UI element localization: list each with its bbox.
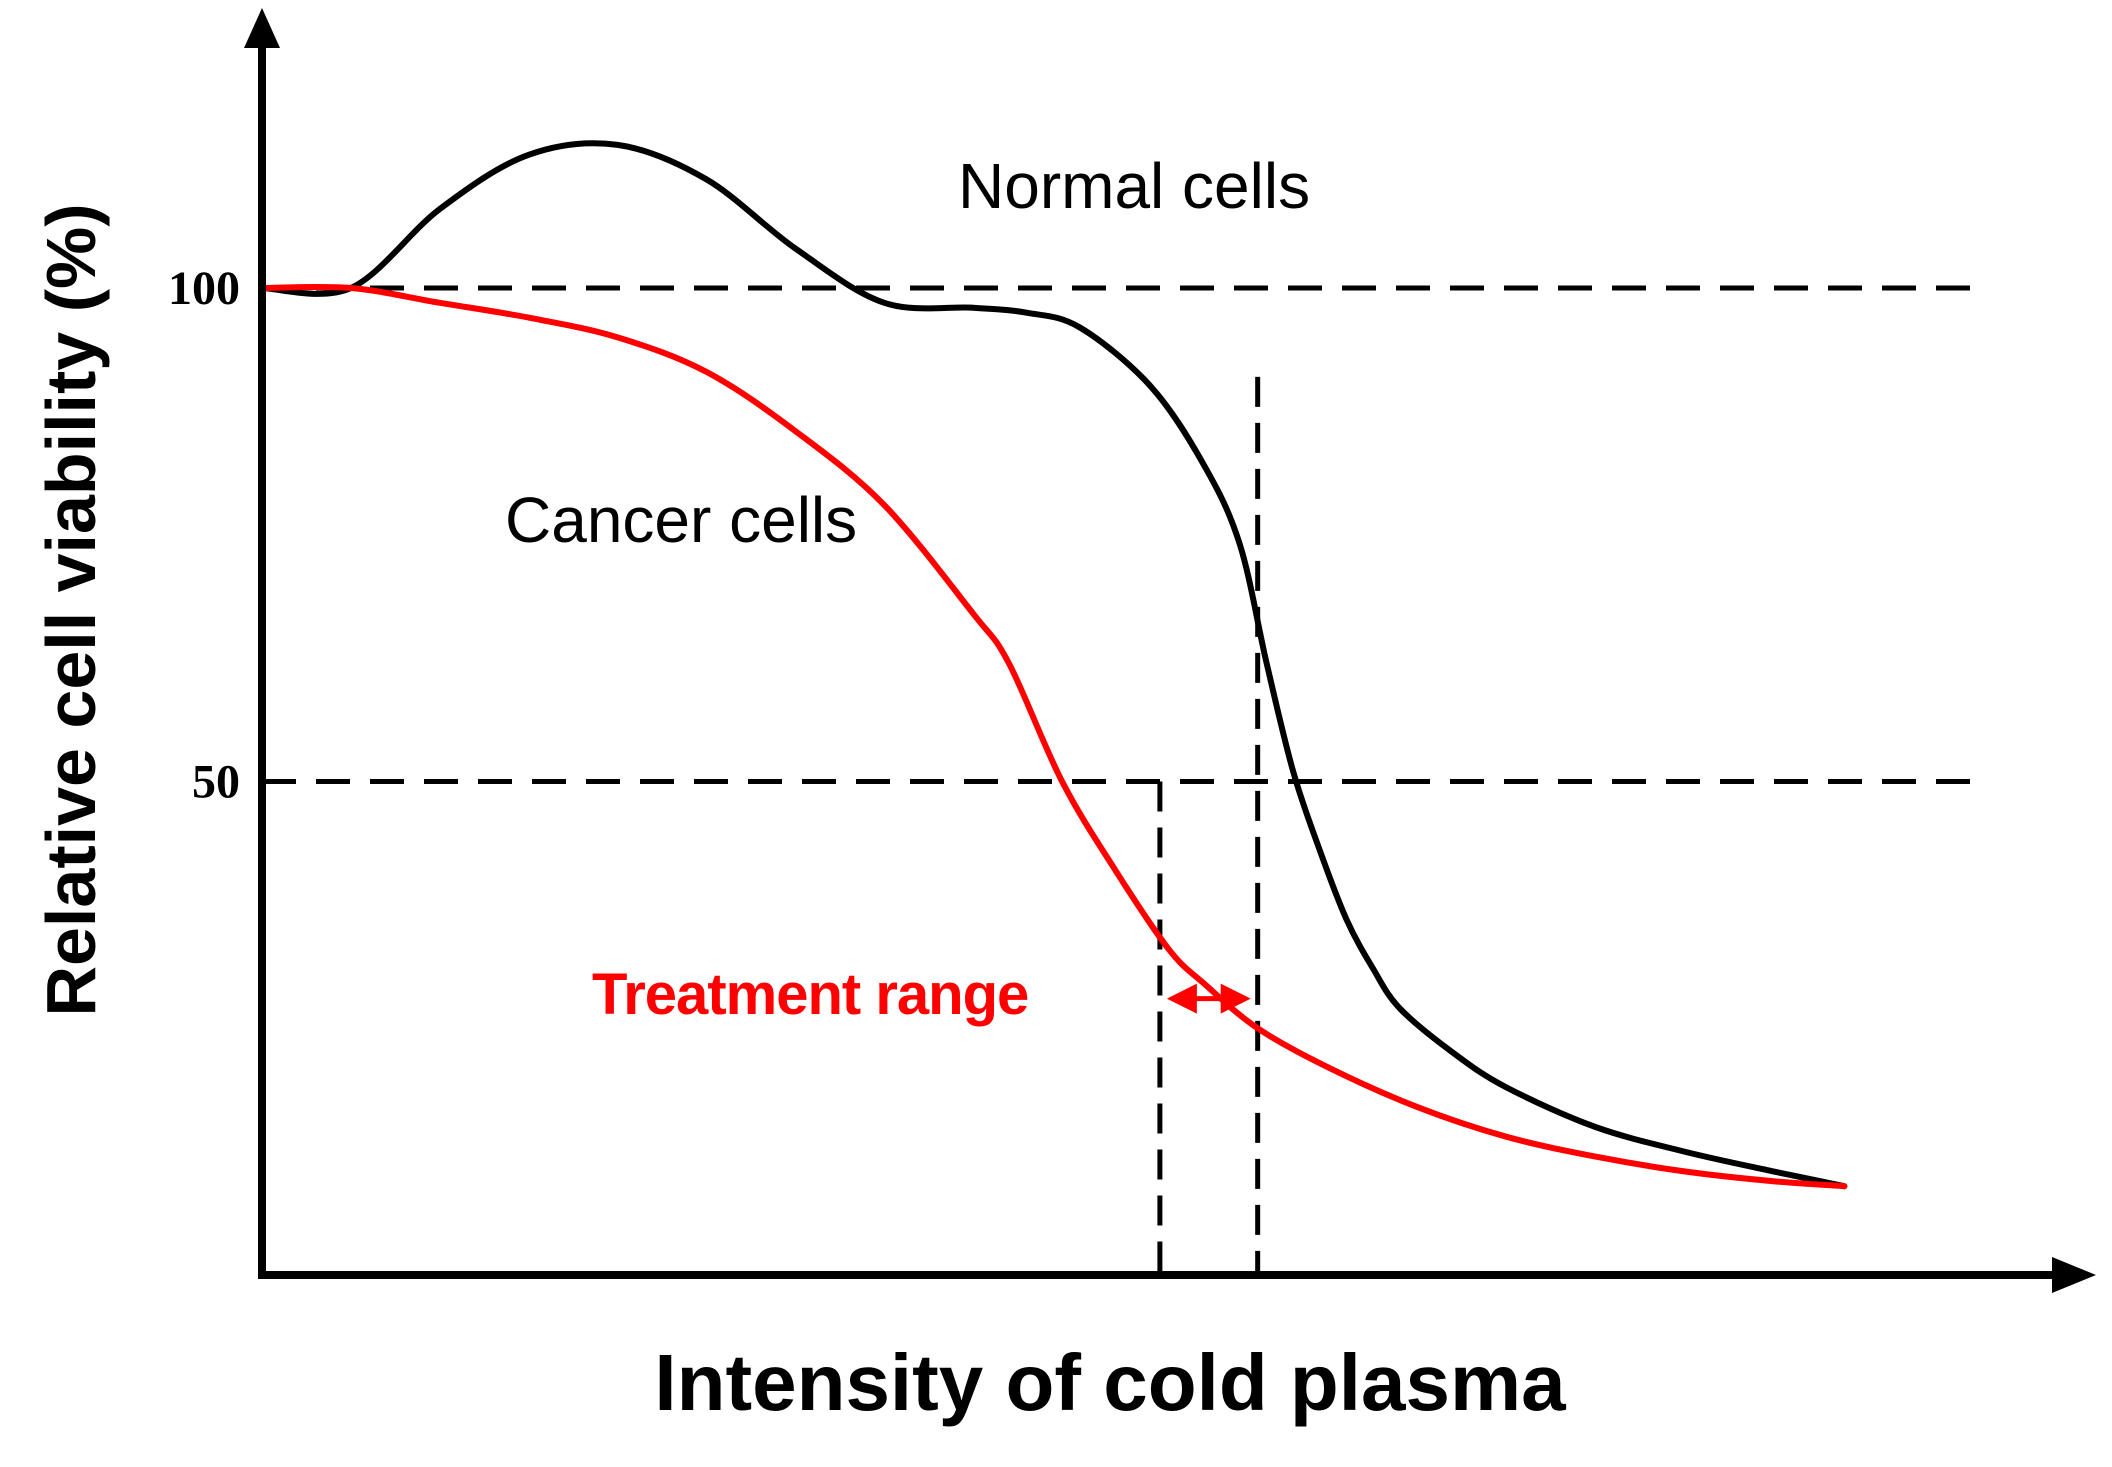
normal-cells-curve [259, 140, 1848, 1190]
series-group [259, 140, 1848, 1190]
treatment-range-label: Treatment range [592, 962, 1028, 1027]
reference-lines [262, 285, 1985, 784]
drop-lines [1157, 376, 1261, 1275]
x-axis-label: Intensity of cold plasma [654, 1338, 1566, 1427]
y-tick-label-100: 100 [168, 262, 240, 315]
y-axis-arrow-icon [244, 8, 280, 48]
cancer-cells-label: Cancer cells [505, 484, 857, 556]
x-axis-arrow-icon [2052, 1257, 2096, 1293]
normal-cells-label: Normal cells [958, 150, 1310, 222]
y-tick-label-50: 50 [192, 756, 240, 809]
y-axis-label: Relative cell viability (%) [32, 203, 110, 1016]
cancer-cells-curve [259, 283, 1848, 1190]
